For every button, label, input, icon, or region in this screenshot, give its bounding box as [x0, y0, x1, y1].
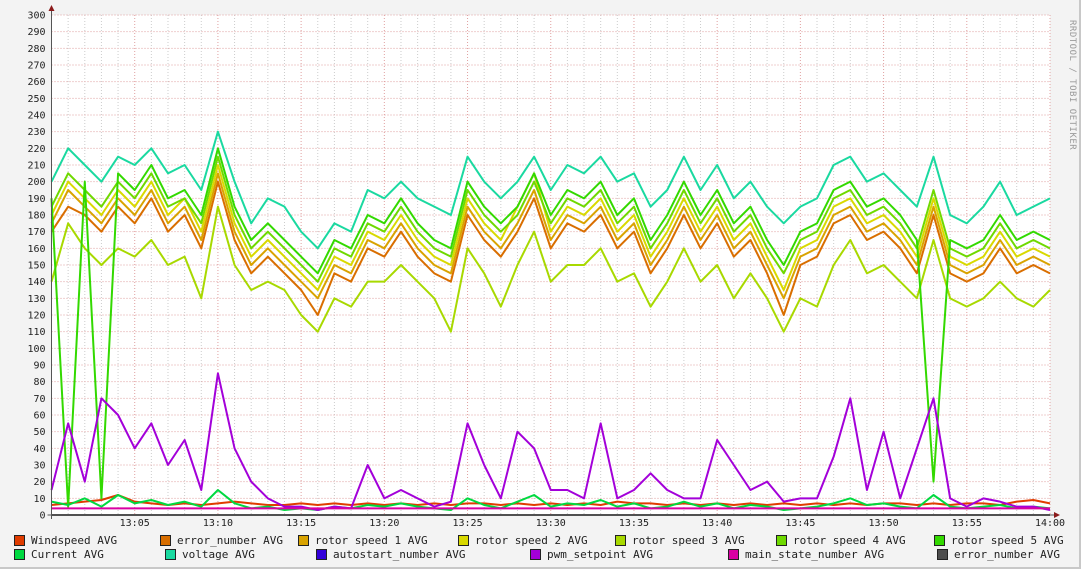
y-tick-label: 280 — [27, 44, 45, 55]
legend-label: rotor speed 3 AVG — [632, 534, 745, 547]
legend-item: main_state_number AVG — [728, 548, 884, 561]
x-tick-label: 13:30 — [536, 518, 566, 529]
x-tick-label: 13:45 — [785, 518, 815, 529]
y-tick-label: 70 — [33, 394, 45, 405]
legend-swatch — [937, 549, 948, 560]
y-axis-arrow-icon — [48, 5, 55, 11]
legend-item: rotor speed 3 AVG — [615, 534, 745, 547]
y-tick-label: 100 — [27, 344, 45, 355]
legend-label: error_number AVG — [954, 548, 1060, 561]
y-tick-label: 130 — [27, 294, 45, 305]
legend-item: Current AVG — [14, 548, 104, 561]
y-tick-label: 90 — [33, 361, 45, 372]
y-tick-label: 240 — [27, 111, 45, 122]
y-tick-label: 40 — [33, 444, 45, 455]
series-line-pwm-setpoint-avg — [50, 372, 1051, 511]
legend-swatch — [615, 535, 626, 546]
series-line-rotor-speed-4-avg — [50, 155, 1051, 283]
watermark: RRDTOOL / TOBI OETIKER — [1067, 20, 1077, 151]
x-tick-label: 14:00 — [1035, 518, 1065, 529]
legend-item: rotor speed 2 AVG — [458, 534, 588, 547]
y-tick-label: 190 — [27, 194, 45, 205]
legend-label: autostart_number AVG — [333, 548, 466, 561]
legend-item: error_number AVG — [937, 548, 1060, 561]
legend-swatch — [14, 535, 25, 546]
y-tick-label: 80 — [33, 377, 45, 388]
y-tick-label: 230 — [27, 127, 45, 138]
y-tick-label: 250 — [27, 94, 45, 105]
legend-item: pwm_setpoint AVG — [530, 548, 653, 561]
series-line-rotor-speed-2-avg — [50, 164, 1051, 291]
legend-item: rotor speed 5 AVG — [934, 534, 1064, 547]
legend-label: main_state_number AVG — [745, 548, 885, 561]
legend-swatch — [160, 535, 171, 546]
series-line-rotor-speed-5-avg — [50, 147, 1051, 508]
legend-item: autostart_number AVG — [316, 548, 465, 561]
legend-label: voltage AVG — [182, 548, 255, 561]
series-line-rotor-speed-3-avg — [50, 205, 1051, 333]
legend-swatch — [298, 535, 309, 546]
y-tick-label: 0 — [39, 511, 45, 522]
x-tick-label: 13:10 — [203, 518, 233, 529]
y-tick-label: 300 — [27, 11, 45, 22]
y-tick-label: 210 — [27, 161, 45, 172]
x-axis-arrow-icon — [1054, 512, 1060, 518]
y-tick-label: 270 — [27, 61, 45, 72]
legend-label: rotor speed 4 AVG — [793, 534, 906, 547]
y-tick-label: 110 — [27, 327, 45, 338]
legend-swatch — [458, 535, 469, 546]
legend-item: error_number AVG — [160, 534, 283, 547]
y-tick-label: 30 — [33, 461, 45, 472]
legend-item: rotor speed 1 AVG — [298, 534, 428, 547]
x-tick-label: 13:25 — [452, 518, 482, 529]
y-tick-label: 60 — [33, 411, 45, 422]
legend-item: Windspeed AVG — [14, 534, 117, 547]
legend-swatch — [728, 549, 739, 560]
y-tick-label: 200 — [27, 177, 45, 188]
legend-label: rotor speed 5 AVG — [951, 534, 1064, 547]
x-tick-label: 13:15 — [286, 518, 316, 529]
x-tick-label: 13:05 — [120, 518, 150, 529]
legend-label: Current AVG — [31, 548, 104, 561]
y-tick-label: 290 — [27, 27, 45, 38]
y-tick-label: 260 — [27, 77, 45, 88]
legend-swatch — [14, 549, 25, 560]
x-tick-label: 13:55 — [952, 518, 982, 529]
legend-label: pwm_setpoint AVG — [547, 548, 653, 561]
y-tick-label: 20 — [33, 477, 45, 488]
legend-swatch — [165, 549, 176, 560]
x-tick-label: 13:35 — [619, 518, 649, 529]
series-line-voltage-avg — [50, 130, 1051, 250]
y-tick-label: 10 — [33, 494, 45, 505]
series-line-current-avg — [51, 489, 1051, 511]
legend-label: rotor speed 2 AVG — [475, 534, 588, 547]
y-tick-label: 220 — [27, 144, 45, 155]
series-line-rotor-speed-1-avg — [50, 172, 1051, 300]
legend-label: Windspeed AVG — [31, 534, 118, 547]
x-tick-label: 13:50 — [869, 518, 899, 529]
legend-item: voltage AVG — [165, 548, 255, 561]
series-line-error-number-avg — [50, 180, 1051, 316]
y-tick-label: 170 — [27, 227, 45, 238]
y-tick-label: 120 — [27, 311, 45, 322]
y-tick-label: 140 — [27, 277, 45, 288]
chart-plot: 0 10 20 30 40 50 60 70 80 90 100 110 120 130 140 150 160… — [27, 5, 1065, 529]
legend-swatch — [934, 535, 945, 546]
y-tick-label: 160 — [27, 244, 45, 255]
legend-item: rotor speed 4 AVG — [776, 534, 906, 547]
legend-swatch — [776, 535, 787, 546]
x-tick-label: 13:40 — [702, 518, 732, 529]
y-tick-label: 150 — [27, 261, 45, 272]
legend-swatch — [530, 549, 541, 560]
legend-swatch — [316, 549, 327, 560]
x-tick-label: 13:20 — [369, 518, 399, 529]
y-tick-label: 50 — [33, 427, 45, 438]
legend-label: rotor speed 1 AVG — [315, 534, 428, 547]
y-tick-label: 180 — [27, 211, 45, 222]
legend-label: error_number AVG — [177, 534, 283, 547]
